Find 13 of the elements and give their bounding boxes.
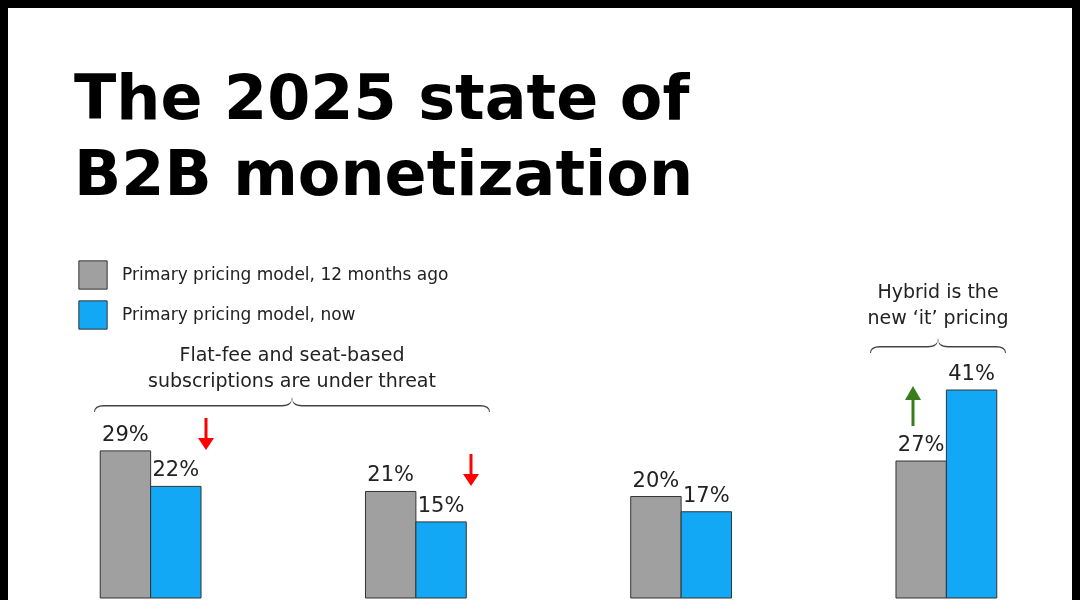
chart-title: The 2025 state of B2B monetization (74, 60, 695, 212)
data-label: 27% (897, 432, 945, 457)
data-label: 17% (682, 482, 730, 507)
data-label: 21% (367, 462, 415, 487)
data-label: 41% (948, 361, 995, 385)
legend-label: Primary pricing model, 12 months ago (122, 264, 449, 284)
data-label: 22% (152, 457, 200, 482)
data-label: 15% (417, 492, 465, 517)
text: Hybrid is the new ‘it’ pricing (866, 279, 1010, 330)
annotation: Flat-fee and seat-based subscriptions are under threat (147, 342, 437, 393)
data-label: 29% (102, 421, 149, 446)
legend-label: Primary pricing model, now (122, 304, 356, 324)
data-label: 20% (632, 467, 680, 492)
